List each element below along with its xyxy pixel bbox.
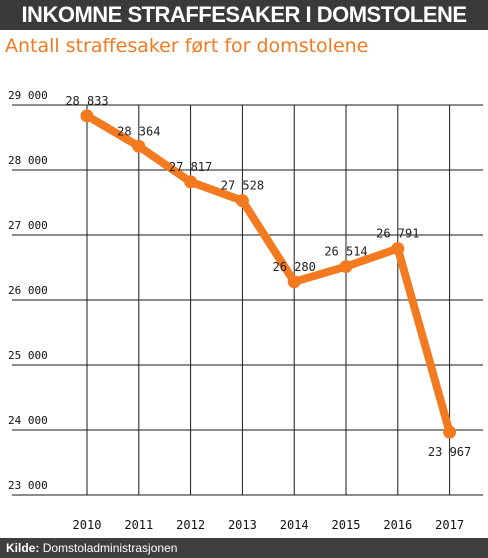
source-bar: Kilde: Domstoladministrasjonen — [0, 538, 488, 558]
source-value: Domstoladministrasjonen — [42, 541, 178, 555]
y-tick-label: 25 000 — [8, 349, 48, 362]
data-point — [80, 109, 94, 123]
x-tick-label: 2011 — [124, 518, 153, 532]
source-label: Kilde: — [6, 541, 40, 555]
data-point — [235, 194, 249, 208]
y-tick-label: 23 000 — [8, 479, 48, 492]
data-label: 27 528 — [221, 179, 264, 193]
y-tick-label: 26 000 — [8, 284, 48, 297]
data-label: 28 364 — [117, 124, 160, 138]
data-label: 28 833 — [65, 94, 108, 108]
data-point — [391, 242, 405, 256]
data-point — [339, 260, 353, 274]
data-point — [184, 175, 198, 189]
data-point — [443, 425, 457, 439]
x-tick-label: 2010 — [73, 518, 102, 532]
line-chart: 23 000 24 000 25 000 26 000 27 000 28 000 29 0… — [8, 89, 483, 532]
x-tick-label: 2017 — [435, 518, 464, 532]
x-tick-label: 2013 — [228, 518, 257, 532]
data-label: 26 791 — [376, 227, 419, 241]
x-tick-label: 2012 — [176, 518, 205, 532]
x-tick-label: 2014 — [280, 518, 309, 532]
x-tick-label: 2015 — [332, 518, 361, 532]
series-line — [83, 111, 454, 437]
y-tick-label: 28 000 — [8, 154, 48, 167]
data-label: 27 817 — [169, 160, 212, 174]
chart-subtitle: Antall straffesaker ført for domstolene — [5, 35, 369, 57]
y-tick-label: 27 000 — [8, 219, 48, 232]
data-point — [132, 139, 146, 153]
chart-title: INKOMNE STRAFFESAKER I DOMSTOLENE — [0, 0, 488, 30]
y-tick-label: 24 000 — [8, 414, 48, 427]
data-label: 26 514 — [324, 245, 367, 259]
x-tick-label: 2016 — [383, 518, 412, 532]
y-tick-label: 29 000 — [8, 89, 48, 102]
data-label: 23 967 — [428, 445, 471, 459]
data-point — [287, 275, 301, 289]
data-label: 26 280 — [273, 260, 316, 274]
